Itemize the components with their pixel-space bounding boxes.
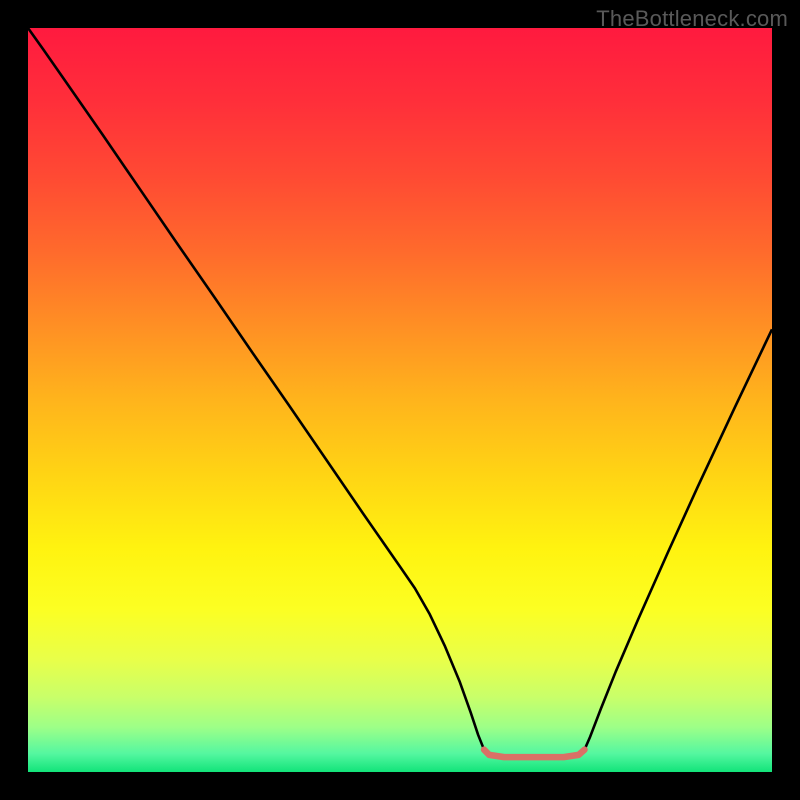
background-rect <box>28 28 772 772</box>
chart-frame: TheBottleneck.com <box>0 0 800 800</box>
plot-svg <box>28 28 772 772</box>
plot-area <box>28 28 772 772</box>
